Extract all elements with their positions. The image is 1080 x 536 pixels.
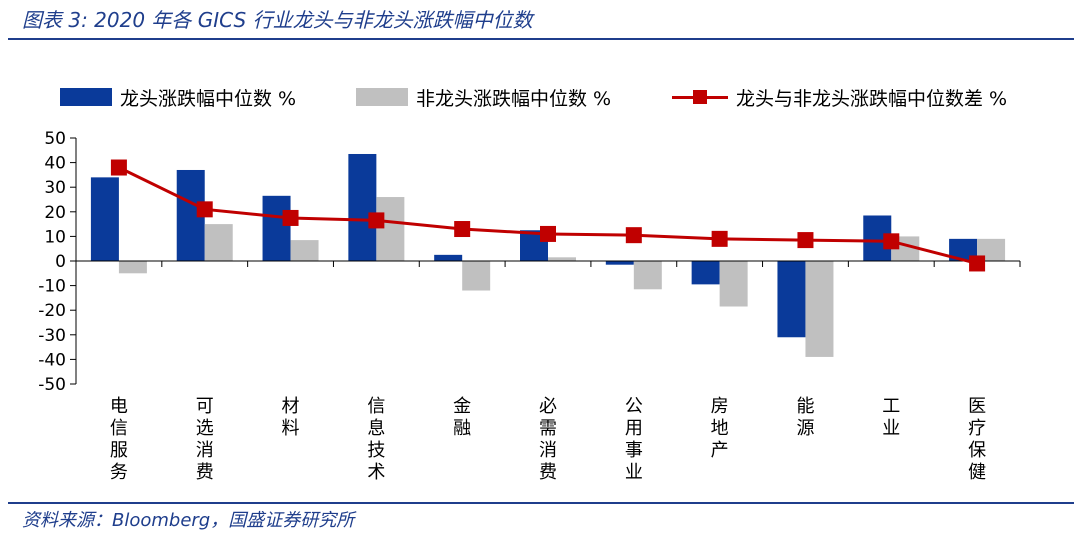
diff-marker [883, 233, 900, 250]
x-category-label: 公用事业 [625, 396, 643, 483]
y-tick-label: 20 [44, 203, 66, 223]
leader-bar [348, 153, 377, 261]
non-leader-bar [204, 224, 233, 261]
non-leader-bar [633, 261, 662, 290]
non-leader-bar [376, 197, 405, 261]
x-category-label: 必需消费 [539, 396, 557, 483]
y-tick-label: 50 [44, 129, 66, 149]
x-category-label: 医疗保健 [968, 396, 986, 483]
non-leader-bar [290, 240, 319, 261]
x-category-label: 房地产 [711, 396, 729, 461]
diff-marker [282, 209, 299, 226]
legend-swatch-diff [672, 88, 728, 106]
legend-swatch-non-leader [356, 88, 408, 106]
diff-marker [196, 201, 213, 218]
leader-bar [777, 261, 806, 338]
source-note: 资料来源：Bloomberg，国盛证券研究所 [22, 510, 355, 531]
legend-item-leader: 龙头涨跌幅中位数 % [60, 84, 296, 110]
diff-marker [540, 225, 556, 242]
legend-swatch-leader [60, 88, 112, 106]
leader-bar [90, 177, 119, 261]
diff-marker [969, 255, 986, 272]
non-leader-bar [118, 261, 147, 274]
legend-item-non-leader: 非龙头涨跌幅中位数 % [356, 84, 611, 110]
leader-bar [434, 254, 463, 261]
y-tick-label: -40 [38, 350, 66, 370]
non-leader-bar [548, 257, 576, 261]
title-divider [8, 38, 1074, 40]
legend-label-diff: 龙头与非龙头涨跌幅中位数差 % [736, 87, 1008, 110]
y-tick-label: 40 [44, 154, 66, 174]
x-category-label: 电信服务 [110, 396, 128, 483]
legend-label-leader: 龙头涨跌幅中位数 % [120, 87, 297, 110]
y-tick-label: -10 [38, 277, 66, 297]
x-category-label: 信息技术 [367, 396, 385, 483]
y-tick-label: 10 [44, 227, 66, 247]
diff-marker [797, 232, 814, 249]
x-category-label: 可选消费 [196, 396, 214, 483]
y-tick-label: -50 [38, 375, 66, 395]
diff-marker [711, 230, 728, 247]
y-tick-label: -20 [38, 301, 66, 321]
x-category-label: 能源 [796, 396, 814, 439]
diff-marker [625, 227, 642, 244]
x-category-label: 材料 [282, 396, 300, 439]
diff-marker [454, 221, 471, 238]
leader-bar [262, 195, 291, 261]
non-leader-bar [805, 261, 834, 357]
leader-bar [605, 261, 634, 265]
non-leader-bar [719, 261, 748, 307]
y-tick-label: 30 [44, 178, 66, 198]
chart-title: 图表 3: 2020 年各 GICS 行业龙头与非龙头涨跌幅中位数 [22, 8, 533, 32]
diff-marker [110, 159, 127, 176]
legend-item-diff: 龙头与非龙头涨跌幅中位数差 % [672, 84, 1007, 110]
y-tick-label: 0 [55, 252, 66, 272]
y-tick-label: -30 [38, 326, 66, 346]
x-category-label: 金融 [453, 396, 471, 439]
non-leader-bar [462, 261, 491, 291]
legend-label-non-leader: 非龙头涨跌幅中位数 % [416, 87, 612, 110]
x-category-label: 工业 [882, 396, 900, 439]
footer-divider [8, 502, 1074, 504]
diff-marker [368, 212, 385, 229]
leader-bar [691, 261, 720, 285]
